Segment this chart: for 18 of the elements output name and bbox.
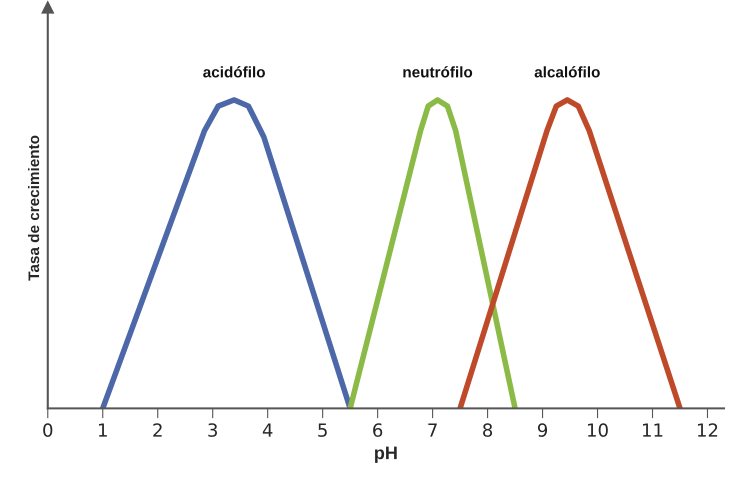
x-tick-label: 7 [428,424,437,437]
x-tick-label: 6 [373,423,382,437]
x-tick-label: 10 [588,423,608,437]
x-tick-label: 0 [43,423,52,437]
series-label: neutrófilo [403,66,472,78]
x-tick-label: 11 [643,424,662,437]
y-axis-title: Tasa de crecimiento [28,136,40,281]
x-axis-title: pH [375,446,397,463]
x-tick-label: 1 [98,424,107,437]
x-tick-label: 9 [538,423,548,437]
x-tick-label: 4 [262,424,272,437]
x-tick-label: 3 [208,423,217,437]
x-tick-label: 5 [318,424,327,437]
x-tick-label: 12 [698,423,718,437]
series-label: acidófilo [203,66,265,78]
x-tick-label: 2 [153,423,162,437]
x-tick-label: 8 [483,423,492,437]
series-label: alcalófilo [534,66,600,78]
